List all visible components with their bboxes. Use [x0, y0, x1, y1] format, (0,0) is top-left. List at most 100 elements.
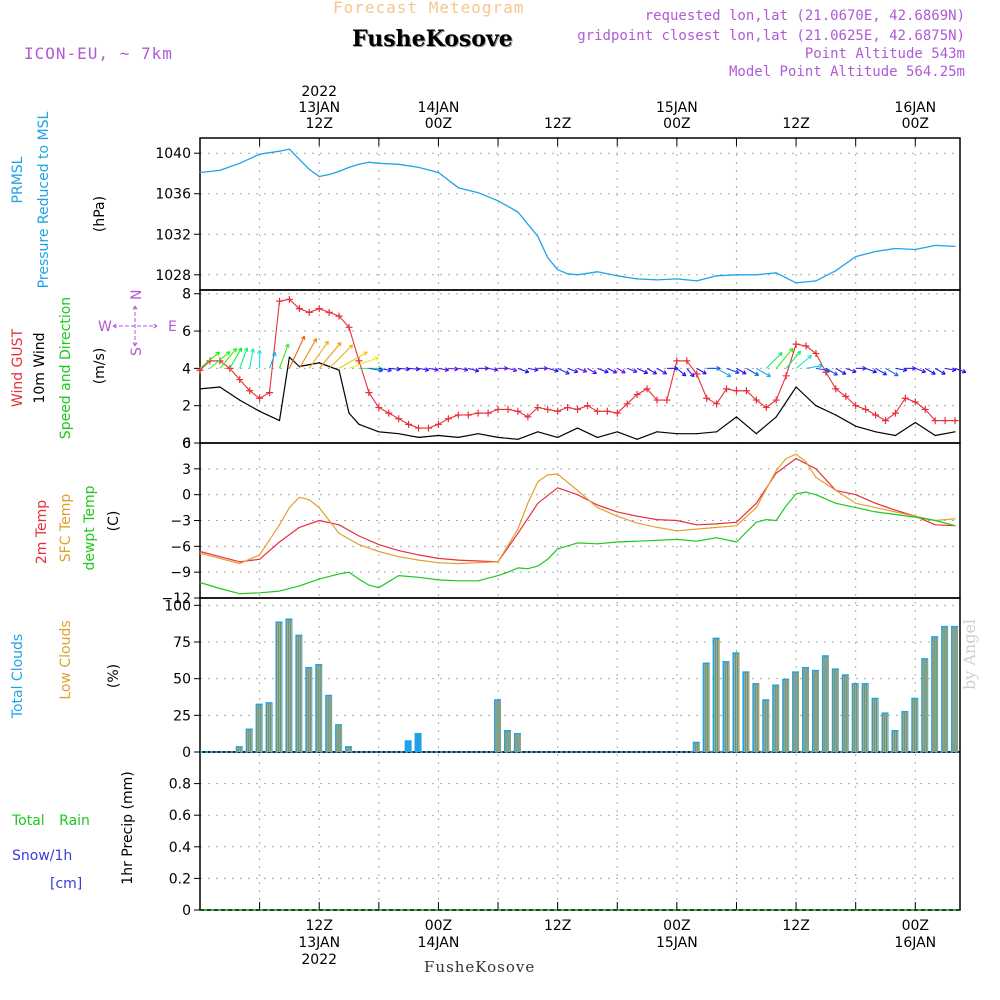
data-point-sfc: [636, 522, 638, 524]
wind-arrow-head: [285, 343, 290, 348]
data-point-gust: [911, 398, 919, 406]
data-point-sfc: [696, 528, 698, 530]
data-point-sfc: [557, 473, 559, 475]
data-point-prmsl: [775, 272, 777, 274]
y-tick-label-wind: 4: [182, 361, 191, 377]
data-point-sfc: [497, 561, 499, 563]
data-point-dewpt: [378, 587, 380, 589]
data-point-gust: [792, 340, 800, 348]
wind-arrow: [348, 356, 379, 369]
data-point-sfc: [596, 507, 598, 509]
axis-label-snow-unit: [cm]: [50, 876, 82, 892]
data-point-gust: [494, 405, 502, 413]
y-tick-label-temperature: −12: [161, 591, 191, 607]
data-point-sfc: [656, 526, 658, 528]
wind-arrow: [269, 351, 277, 369]
axis-label-10m-wind: 10m Wind: [32, 332, 48, 403]
wind-arrow: [458, 367, 469, 372]
data-point-dewpt: [398, 575, 400, 577]
wind-arrow: [398, 366, 410, 372]
data-point-dewpt: [457, 580, 459, 582]
axis-label-2m-temp: 2m Temp: [34, 500, 50, 564]
data-point-gust: [206, 357, 214, 365]
wind-arrow: [557, 367, 570, 375]
data-point-gust: [564, 404, 572, 412]
data-point-temp2m: [477, 560, 479, 562]
data-point-wind: [318, 362, 320, 364]
wind-arrow-head: [300, 335, 306, 341]
data-point-temp2m: [577, 494, 579, 496]
data-point-sfc: [457, 563, 459, 565]
data-point-temp2m: [716, 523, 718, 525]
data-point-gust: [246, 387, 254, 395]
panel-frame-wind: [199, 289, 961, 444]
compass-e-label: E: [168, 319, 177, 335]
time-label-bottom: 00Z: [902, 918, 929, 934]
time-label-bottom: 14JAN: [418, 935, 460, 951]
data-point-gust: [872, 411, 880, 419]
wind-arrow: [945, 367, 957, 373]
data-point-gust: [683, 357, 691, 365]
data-point-sfc: [676, 530, 678, 532]
axis-label-pressure: Pressure Reduced to MSL: [36, 111, 52, 288]
data-point-wind: [398, 433, 400, 435]
wind-arrow-head: [474, 368, 480, 373]
axis-label-total-clouds: Total Clouds: [10, 634, 26, 719]
data-point-prmsl: [298, 158, 300, 160]
data-point-dewpt: [199, 582, 201, 583]
wind-arrow: [934, 367, 946, 375]
data-point-prmsl: [219, 169, 221, 172]
data-point-gust: [315, 305, 323, 313]
data-point-temp2m: [875, 502, 877, 504]
wind-arrow-head: [754, 371, 759, 376]
wind-arrow-shaft: [269, 352, 276, 369]
wind-arrow: [547, 367, 559, 373]
data-point-wind: [239, 399, 241, 401]
wind-arrow: [338, 351, 368, 369]
data-point-wind: [437, 434, 440, 437]
wind-arrow: [746, 367, 759, 376]
data-point-dewpt: [894, 513, 896, 515]
wind-arrow-shaft: [915, 367, 926, 373]
data-point-gust: [544, 405, 552, 413]
y-tick-label-wind: 2: [182, 399, 191, 415]
y-tick-label-clouds: 75: [173, 635, 191, 651]
wind-arrow-head: [337, 341, 342, 347]
wind-arrow-shaft: [954, 367, 967, 373]
data-point-temp2m: [795, 458, 797, 459]
wind-arrow-head: [348, 344, 354, 349]
axis-unit-pressure: (hPa): [92, 196, 108, 232]
wind-arrow-head: [363, 351, 368, 356]
wind-arrow-shaft: [567, 367, 579, 373]
wind-arrow-head: [543, 365, 548, 371]
data-point-sfc: [418, 559, 420, 561]
wind-arrow: [865, 367, 877, 374]
time-label-bottom: 12Z: [782, 918, 809, 934]
wind-arrow: [209, 351, 231, 369]
wind-arrow-shaft: [239, 347, 248, 369]
data-point-gust: [782, 372, 790, 380]
wind-arrow-head: [592, 369, 597, 375]
data-point-temp2m: [656, 519, 658, 521]
data-point-gust: [295, 305, 303, 313]
data-point-gust: [832, 385, 840, 393]
data-point-wind: [815, 405, 817, 407]
wind-arrow-head: [504, 365, 509, 371]
series-line-prmsl: [199, 148, 956, 284]
data-point-gust: [862, 405, 870, 413]
data-point-wind: [934, 434, 936, 437]
data-point-wind: [278, 420, 281, 422]
data-point-sfc: [716, 526, 718, 528]
data-point-prmsl: [616, 275, 618, 277]
wind-arrow: [229, 347, 243, 369]
data-point-gust: [713, 400, 721, 408]
data-point-gust: [663, 396, 671, 404]
data-point-gust: [504, 405, 512, 413]
data-point-prmsl: [517, 211, 519, 213]
wind-arrow-shaft: [249, 348, 254, 369]
wind-arrow-shaft: [209, 351, 231, 369]
time-label-bottom: 12Z: [306, 918, 333, 934]
data-point-gust: [901, 394, 909, 402]
data-point-dewpt: [855, 507, 857, 509]
data-point-gust: [256, 394, 264, 402]
